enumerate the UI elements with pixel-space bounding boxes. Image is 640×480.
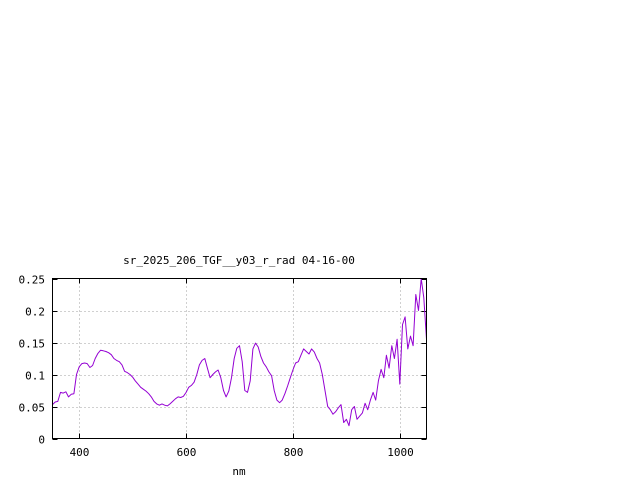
grid	[52, 278, 427, 439]
series-line-1	[52, 278, 427, 427]
x-tick-label: 800	[284, 446, 304, 459]
plot-frame	[52, 278, 427, 439]
x-tick-labels: 400 600 800 1000	[70, 446, 414, 459]
y-tick-label: 0.1	[25, 370, 45, 383]
y-tick-label: 0.15	[19, 338, 46, 351]
series-layer	[52, 278, 427, 427]
chart-title: sr_2025_206_TGF__y03_r_rad 04-16-00	[123, 254, 355, 267]
axis-ticks	[52, 278, 427, 440]
x-axis-label: nm	[232, 465, 246, 478]
x-tick-label: 1000	[387, 446, 414, 459]
x-tick-label: 600	[177, 446, 197, 459]
y-tick-labels: 0 0.05 0.1 0.15 0.2 0.25	[19, 274, 46, 447]
y-tick-label: 0.2	[25, 306, 45, 319]
y-tick-label: 0.05	[19, 402, 46, 415]
y-tick-label: 0.25	[19, 274, 46, 287]
y-tick-label: 0	[38, 434, 45, 447]
x-tick-label: 400	[70, 446, 90, 459]
